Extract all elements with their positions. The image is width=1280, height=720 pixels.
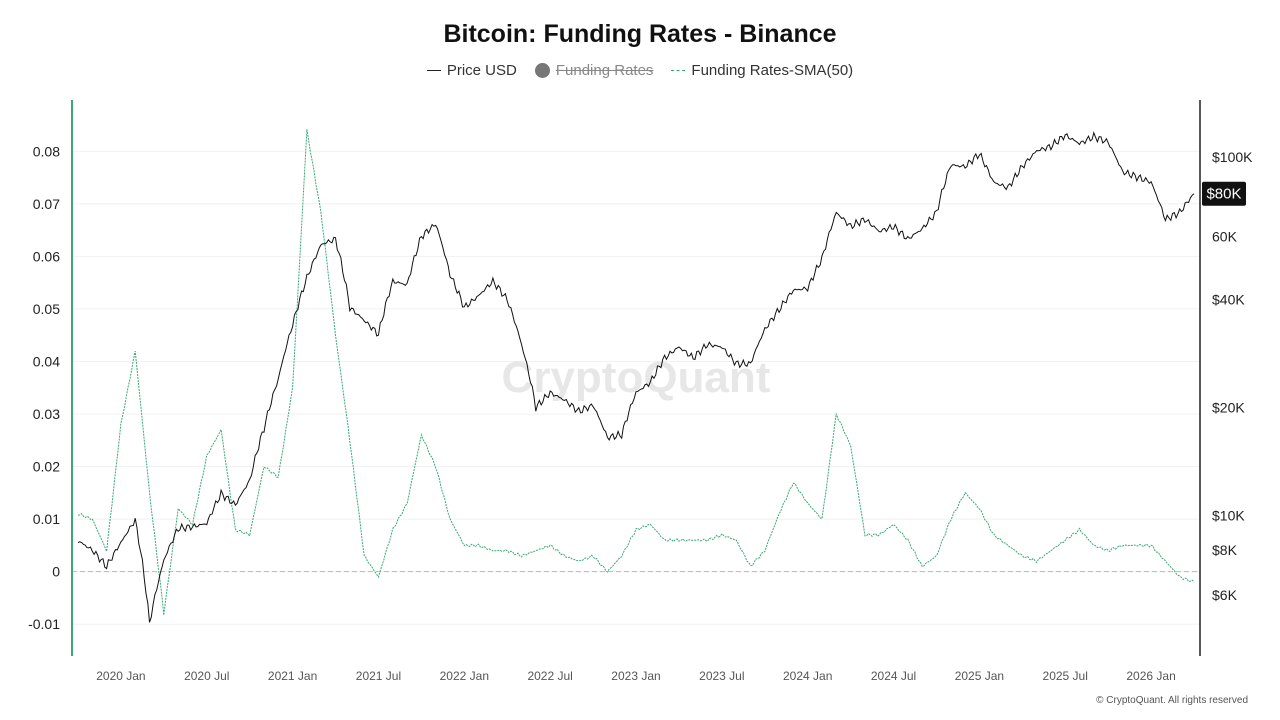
x-tick-label: 2023 Jan: [611, 669, 660, 683]
legend-item-price[interactable]: Price USD: [426, 62, 517, 79]
x-tick-label: 2020 Jan: [96, 669, 145, 683]
price-series-line: [77, 131, 1195, 623]
x-tick-label: 2021 Jan: [268, 669, 317, 683]
chart-title: Bitcoin: Funding Rates - Binance: [443, 20, 837, 48]
right-tick-label: 60K: [1212, 229, 1238, 245]
x-tick-label: 2020 Jul: [184, 669, 229, 683]
x-tick-label: 2021 Jul: [356, 669, 401, 683]
copyright-footer: © CryptoQuant. All rights reserved: [1096, 695, 1248, 706]
left-tick-label: 0.05: [33, 301, 60, 317]
right-tick-label: $20K: [1212, 400, 1245, 416]
left-tick-label: 0.04: [33, 353, 60, 369]
legend-line-icon: [426, 70, 441, 71]
legend-item-sma[interactable]: Funding Rates-SMA(50): [671, 62, 853, 79]
legend-label-funding: Funding Rates: [555, 62, 654, 79]
legend-dash-icon: [671, 70, 686, 71]
left-tick-label: 0.01: [33, 511, 60, 527]
legend-item-funding[interactable]: Funding Rates: [534, 62, 654, 79]
chart-legend: Price USD Funding Rates Funding Rates-SM…: [0, 62, 1280, 79]
price-tag-text: $80K: [1206, 186, 1241, 203]
left-tick-label: -0.01: [28, 616, 60, 632]
x-tick-label: 2025 Jan: [955, 669, 1004, 683]
sma-series-line: [77, 129, 1195, 616]
watermark-text: CryptoQuant: [502, 353, 771, 402]
right-axis-ticks: $100K 60K $40K $20K $10K $8K $6K: [1212, 149, 1253, 603]
x-tick-label: 2022 Jul: [527, 669, 572, 683]
x-axis-ticks: 2020 Jan 2020 Jul 2021 Jan 2021 Jul 2022 Jan…: [96, 669, 1176, 683]
left-axis-ticks: 0.08 0.07 0.06 0.05 0.04 0.03 0.02 0.01 0 -0.01: [28, 143, 60, 632]
left-tick-label: 0.03: [33, 406, 60, 422]
current-price-tag: $80K: [1202, 181, 1246, 206]
x-tick-label: 2024 Jan: [783, 669, 832, 683]
right-tick-label: $8K: [1212, 542, 1238, 558]
x-tick-label: 2022 Jan: [440, 669, 489, 683]
price-tag-background: [1202, 181, 1246, 206]
legend-dot-icon: [534, 63, 550, 78]
left-tick-label: 0.02: [33, 459, 60, 475]
left-tick-label: 0.07: [33, 196, 60, 212]
right-tick-label: $6K: [1212, 587, 1238, 603]
right-tick-label: $40K: [1212, 292, 1245, 308]
grid-lines: [72, 150, 1200, 625]
left-tick-label: 0.08: [33, 143, 60, 159]
x-tick-label: 2025 Jul: [1043, 669, 1088, 683]
right-tick-label: $10K: [1212, 507, 1245, 523]
legend-label-price: Price USD: [446, 62, 517, 79]
x-tick-label: 2026 Jan: [1126, 669, 1175, 683]
legend-label-sma: Funding Rates-SMA(50): [691, 62, 854, 79]
x-tick-label: 2024 Jul: [871, 669, 916, 683]
right-tick-label: $100K: [1212, 149, 1253, 165]
left-tick-label: 0: [52, 564, 60, 580]
x-tick-label: 2023 Jul: [699, 669, 744, 683]
left-tick-label: 0.06: [33, 248, 60, 264]
